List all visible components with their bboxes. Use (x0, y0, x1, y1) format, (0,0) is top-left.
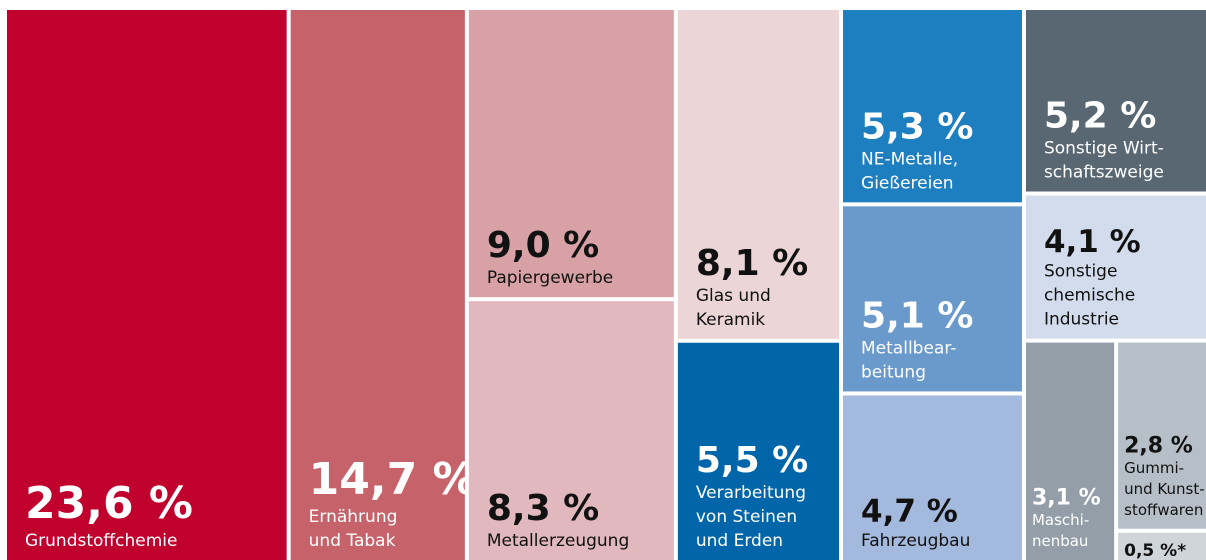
tile-label: Maschi- (1032, 511, 1089, 529)
tile-label: Gießereien (861, 173, 954, 193)
tile (677, 10, 840, 339)
tile-label: Ernährung (309, 507, 398, 527)
tile-label: schaftszweige (1044, 163, 1164, 183)
tile-value: 5,3 % (861, 106, 973, 147)
tile-label: und Kunst- (1124, 480, 1205, 498)
tile-label: Fahrzeugbau (861, 531, 970, 551)
tile (468, 10, 674, 298)
tile-label: Metallbear- (861, 338, 956, 358)
tile-label: Verarbeitung (696, 483, 806, 503)
tile-value: 9,0 % (487, 225, 599, 266)
tile-value: 8,1 % (696, 243, 808, 284)
tile-label: Sonstige Wirt- (1044, 139, 1164, 159)
tile (7, 10, 287, 560)
tile-value: 23,6 % (25, 478, 193, 529)
tile (1118, 342, 1206, 529)
tile-label: NE-Metalle, (861, 149, 958, 169)
tile-value: 5,5 % (696, 440, 808, 481)
tile-label: beitung (861, 362, 926, 382)
tile (843, 206, 1022, 392)
tile-label: von Steinen (696, 507, 797, 527)
tile-label: Sonstige (1044, 262, 1117, 282)
tile (1118, 532, 1206, 560)
tile-label: Industrie (1044, 310, 1119, 330)
tile-label: und Erden (696, 531, 783, 551)
tile (677, 342, 840, 560)
tile-label: Metallerzeugung (487, 531, 629, 551)
tile (290, 10, 465, 560)
tile-label: chemische (1044, 286, 1135, 306)
tile-value: 3,1 % (1032, 486, 1101, 511)
tile (1025, 342, 1115, 560)
tile-value: 4,7 % (861, 493, 958, 529)
tile-label: und Tabak (309, 531, 396, 551)
tile-value: 5,1 % (861, 295, 973, 336)
tile-label: Gummi- (1124, 459, 1184, 477)
tile (468, 301, 674, 560)
tile-value: 5,2 % (1044, 96, 1156, 137)
tile-label: Papiergewerbe (487, 268, 613, 288)
tile (843, 10, 1022, 203)
tile-value: 2,8 % (1124, 433, 1193, 458)
tile (843, 395, 1022, 560)
tile (1025, 10, 1206, 192)
tile-value: 8,3 % (487, 488, 599, 529)
tile-label: Glas und (696, 286, 771, 306)
tile-value: 4,1 % (1044, 224, 1141, 260)
tile-label: nenbau (1032, 532, 1088, 550)
tile-value: 0,5 %* (1124, 541, 1186, 560)
tile (1025, 195, 1206, 339)
tile-value: 14,7 % (309, 454, 477, 505)
tile-label: Grundstoffchemie (25, 531, 177, 551)
tile-label: Keramik (696, 310, 765, 330)
tile-label: stoffwaren (1124, 501, 1203, 519)
